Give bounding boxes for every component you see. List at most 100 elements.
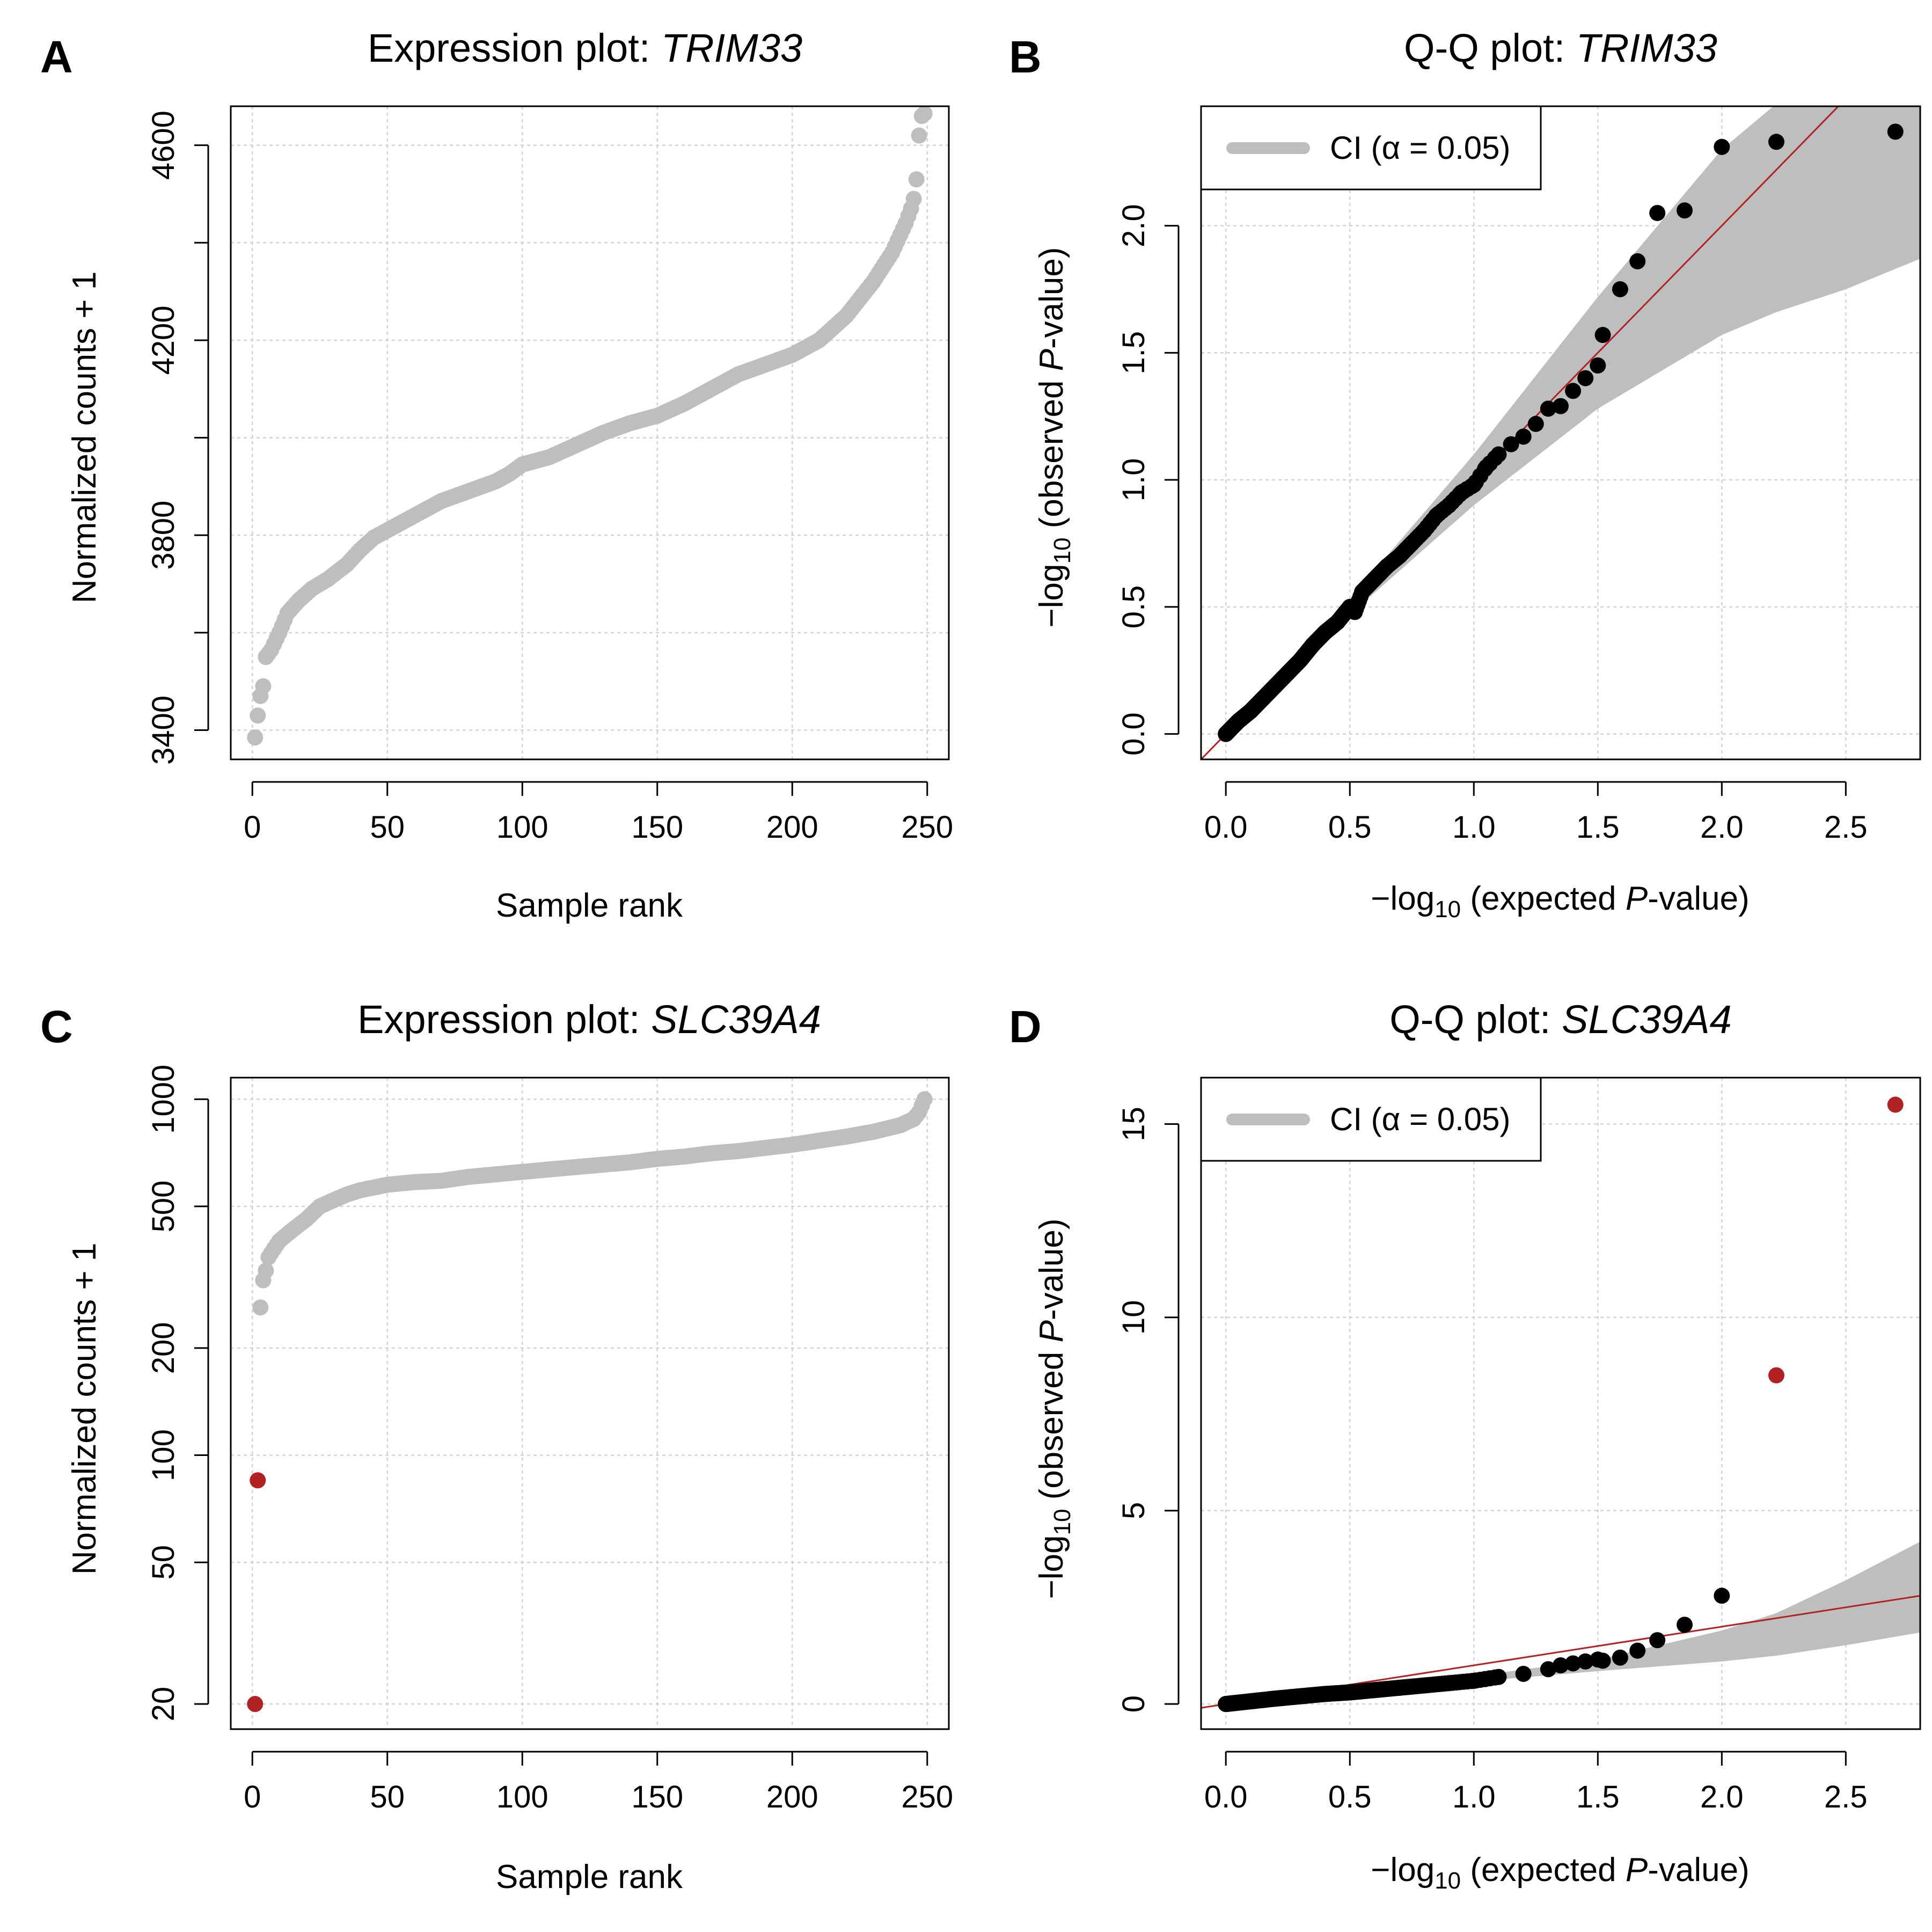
y-axis-label: −log10 (observed P-value): [1033, 247, 1075, 628]
qq-point: [1255, 690, 1271, 707]
qq-point: [1714, 1587, 1730, 1604]
y-axis: [194, 144, 209, 731]
panel-letter: B: [1009, 32, 1042, 82]
y-axis: [1165, 1123, 1180, 1705]
panel-letter: C: [40, 1001, 73, 1052]
x-tick-label: 2.5: [1824, 810, 1868, 845]
qq-points: [1218, 1096, 1904, 1713]
y-tick-label: 1.5: [1116, 331, 1151, 375]
panel-d-qq-slc39a4: D Q-Q plot: SLC39A4 −log10 (expected P-v…: [1009, 997, 1921, 1894]
qq-point: [1230, 713, 1247, 729]
panel-a-expression-trim33: A Expression plot: TRIM33 Sample rank No…: [40, 26, 953, 924]
y-tick-label: 200: [146, 1322, 181, 1374]
qq-point: [1466, 1672, 1482, 1689]
panel-title: Expression plot: TRIM33: [368, 26, 802, 70]
qq-point: [1329, 614, 1346, 631]
sample-point: [916, 106, 933, 122]
qq-point: [1342, 1684, 1358, 1701]
x-axis: [1225, 1751, 1847, 1766]
panel-c-expression-slc39a4: C Expression plot: SLC39A4 Sample rank N…: [40, 997, 953, 1896]
y-tick-label: 3800: [146, 501, 181, 570]
x-tick-label: 150: [631, 810, 683, 845]
qq-point: [1218, 1696, 1234, 1713]
x-tick-label: 1.0: [1452, 810, 1496, 845]
y-tick-label: 50: [146, 1545, 181, 1580]
x-tick-label: 50: [370, 1780, 405, 1814]
qq-point: [1242, 1693, 1259, 1710]
qq-point: [1403, 535, 1420, 552]
qq-point: [1466, 477, 1482, 493]
plot-frame: [230, 1077, 950, 1730]
qq-point: [1649, 1632, 1666, 1649]
qq-point: [1416, 1677, 1432, 1694]
legend-label: CI (α = 0.05): [1330, 130, 1510, 166]
x-axis: [251, 781, 928, 796]
x-tick-label: 0.5: [1328, 810, 1372, 845]
qq-points: [1218, 123, 1904, 742]
qq-point: [1565, 1655, 1582, 1672]
qq-point: [1577, 370, 1594, 386]
sample-point: [258, 1262, 274, 1279]
y-tick-label: 4600: [146, 111, 181, 180]
sample-point-outlier: [250, 1472, 266, 1489]
x-tick-label: 0: [244, 1780, 261, 1814]
qq-point: [1428, 507, 1445, 524]
y-tick-label: 1000: [146, 1065, 181, 1134]
sample-point-outlier: [247, 1696, 264, 1713]
x-tick-label: 2.5: [1824, 1780, 1868, 1814]
y-tick-label: 3400: [146, 696, 181, 765]
y-axis-label: Normalized counts + 1: [66, 1243, 103, 1575]
y-tick-label: 0.0: [1116, 712, 1151, 756]
x-tick-label: 200: [766, 810, 818, 845]
y-tick-label: 2.0: [1116, 204, 1151, 247]
qq-point: [1887, 123, 1904, 140]
x-axis-label: Sample rank: [496, 1858, 683, 1896]
qq-point: [1629, 1642, 1646, 1659]
qq-point: [1292, 1688, 1308, 1704]
plot-area: [1201, 106, 1920, 759]
qq-point: [1503, 436, 1519, 452]
qq-point: [1354, 583, 1371, 600]
y-tick-label: 100: [146, 1429, 181, 1481]
qq-point: [1441, 497, 1458, 514]
y-tick-label: 1.0: [1116, 458, 1151, 502]
qq-point: [1677, 1616, 1693, 1633]
x-tick-label: 100: [496, 810, 548, 845]
qq-point: [1629, 253, 1646, 269]
plot-area: [1201, 1096, 1920, 1713]
x-tick-label: 150: [631, 1780, 683, 1814]
qq-point: [1346, 604, 1363, 620]
qq-point: [1267, 1690, 1284, 1707]
qq-point: [1677, 202, 1693, 219]
qq-point: [1441, 1675, 1458, 1692]
plot-area: [247, 1091, 933, 1713]
panel-b-qq-trim33: B Q-Q plot: TRIM33 −log10 (expected P-va…: [1009, 26, 1921, 923]
x-tick-label: 200: [766, 1780, 818, 1814]
qq-point: [1317, 1686, 1334, 1702]
qq-point: [1553, 1657, 1569, 1674]
panel-title: Q-Q plot: TRIM33: [1404, 26, 1717, 70]
panel-letter: A: [40, 32, 73, 82]
y-tick-label: 0.5: [1116, 586, 1151, 629]
qq-point: [1594, 327, 1611, 343]
x-axis: [1225, 781, 1847, 796]
qq-point: [1279, 664, 1296, 681]
y-tick-label: 15: [1116, 1107, 1151, 1141]
y-axis: [194, 1098, 209, 1705]
x-tick-label: 0.0: [1204, 810, 1248, 845]
sample-point: [250, 707, 266, 724]
expression-points: [247, 1091, 933, 1713]
plot-frame: [230, 105, 950, 760]
qq-point: [1478, 459, 1495, 475]
sample-point: [916, 1091, 933, 1108]
qq-point: [1540, 1661, 1556, 1678]
qq-point: [1594, 1652, 1611, 1669]
y-tick-label: 500: [146, 1181, 181, 1233]
qq-points-dense: [1218, 1669, 1503, 1713]
x-tick-label: 250: [901, 1780, 953, 1814]
qq-point: [1612, 1649, 1628, 1666]
plot-area: [247, 106, 933, 746]
sample-point: [908, 171, 925, 188]
qq-point: [1317, 624, 1334, 641]
qq-point: [1391, 1679, 1408, 1696]
